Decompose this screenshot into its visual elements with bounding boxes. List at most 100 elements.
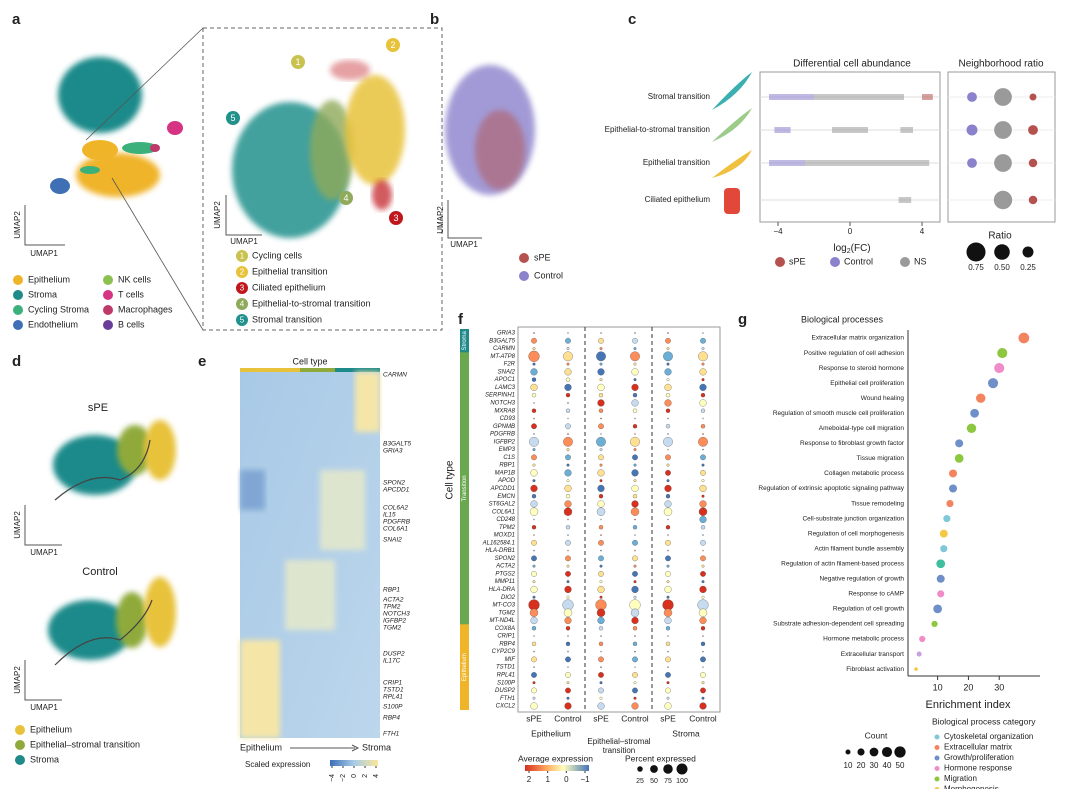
expression-dot — [531, 571, 537, 577]
expression-dot — [631, 383, 639, 391]
expression-dot — [531, 539, 537, 546]
expression-dot — [665, 337, 671, 344]
point — [966, 423, 977, 434]
expression-dot — [532, 580, 536, 584]
gene-label: FTH1 — [383, 731, 400, 738]
expression-dot — [565, 539, 571, 546]
expression-dot — [533, 635, 535, 637]
expression-dot — [565, 377, 571, 382]
expression-dot — [634, 433, 636, 435]
category-label: Extracellular transport — [841, 651, 904, 658]
gene-label: SNAI2 — [383, 537, 402, 544]
category-label: Epithelial cell proliferation — [830, 380, 904, 387]
gene-label: COX8A — [495, 626, 515, 632]
expression-dot — [598, 555, 604, 562]
legend-label: Ciliated epithelium — [252, 282, 326, 292]
expression-dot — [633, 362, 637, 366]
expression-dot — [599, 696, 603, 700]
expression-dot — [634, 518, 636, 521]
expression-dot — [634, 417, 636, 420]
expression-dot — [634, 549, 636, 552]
gene-label: MT-ND4L — [490, 618, 515, 624]
expression-dot — [631, 368, 639, 376]
ratio-dot — [967, 158, 977, 168]
expression-dot — [633, 479, 637, 483]
cluster-badge — [386, 38, 400, 52]
category-label: Response to cAMP — [848, 591, 904, 598]
legend-label: NK cells — [118, 274, 152, 284]
expression-dot — [701, 564, 705, 568]
expression-dot — [566, 681, 570, 685]
gene-label: MOXD1 — [494, 533, 515, 539]
legend-label: Stromal transition — [252, 314, 322, 324]
legend-label: Stroma — [30, 754, 59, 764]
expression-dot — [600, 417, 602, 420]
size-key-label: 40 — [883, 761, 892, 770]
legend-swatch — [900, 257, 910, 267]
gene-label: HLA-DRB1 — [485, 548, 515, 554]
cluster-number: 5 — [230, 113, 235, 123]
subplot-title: Control — [82, 566, 117, 578]
category-label: Collagen metabolic process — [824, 470, 905, 477]
gene-label: EMP3 — [499, 447, 516, 453]
expression-dot — [699, 515, 707, 524]
legend-swatch — [103, 320, 113, 330]
expression-dot — [563, 608, 573, 617]
category-label: Actin filament bundle assembly — [814, 545, 904, 552]
expression-dot — [667, 635, 669, 637]
expression-dot — [665, 494, 671, 499]
category-label: Positive regulation of cell adhesion — [804, 350, 904, 357]
plot-box — [517, 326, 721, 713]
expression-dot — [532, 448, 536, 452]
category-label: Regulation of cell morphogenesis — [808, 530, 905, 537]
expression-dot — [598, 393, 604, 398]
gene-label: NOTCH3 — [490, 401, 515, 407]
expression-dot — [597, 702, 605, 710]
legend-label: Epithelium — [28, 274, 70, 284]
gene-label: PDGFRB — [383, 519, 411, 526]
gene-label: DIO2 — [501, 595, 516, 601]
point — [937, 590, 945, 598]
gene-label: TPM2 — [383, 604, 401, 611]
expression-dot — [567, 433, 569, 435]
expression-dot — [664, 368, 672, 376]
axis-label: Epithelium — [240, 742, 282, 752]
expression-dot — [597, 469, 605, 477]
category-label: Substrate adhesion-dependent cell spread… — [773, 621, 904, 628]
ratio-dot — [967, 92, 977, 102]
axis-label: Enrichment index — [926, 699, 1011, 711]
expression-dot — [702, 448, 704, 451]
legend-swatch — [15, 755, 25, 765]
point — [946, 499, 954, 508]
chart-title: Differential cell abundance — [793, 59, 911, 70]
expression-dot — [700, 555, 706, 562]
x-tick-label: 20 — [963, 682, 973, 692]
expression-dot — [597, 368, 605, 376]
gene-label: GPNMB — [493, 424, 515, 430]
expression-dot — [699, 585, 707, 593]
expression-dot — [665, 687, 671, 694]
expression-dot — [564, 383, 572, 391]
expression-dot — [566, 595, 570, 599]
expression-dot — [565, 555, 571, 562]
expression-dot — [533, 650, 535, 653]
expression-dot — [598, 494, 604, 499]
category-label: Ameboidal-type cell migration — [819, 425, 905, 432]
size-key-label: 75 — [664, 778, 672, 785]
expression-dot — [532, 564, 536, 568]
strip — [460, 329, 469, 353]
expression-dot — [564, 585, 572, 593]
legend-label: Endothelium — [28, 319, 78, 329]
expression-dot — [665, 555, 671, 562]
category-label: Extracellular matrix organization — [812, 335, 905, 342]
cluster-badge — [389, 211, 403, 225]
expression-dot — [599, 580, 603, 584]
expression-dot — [663, 351, 673, 362]
expression-dot — [633, 448, 637, 452]
gene-label: RBP4 — [383, 715, 400, 722]
expression-dot — [634, 650, 636, 653]
expression-dot — [665, 470, 671, 476]
neighborhood-band — [922, 94, 933, 100]
ratio-dot — [966, 124, 978, 136]
gene-label: RBP4 — [499, 641, 515, 647]
